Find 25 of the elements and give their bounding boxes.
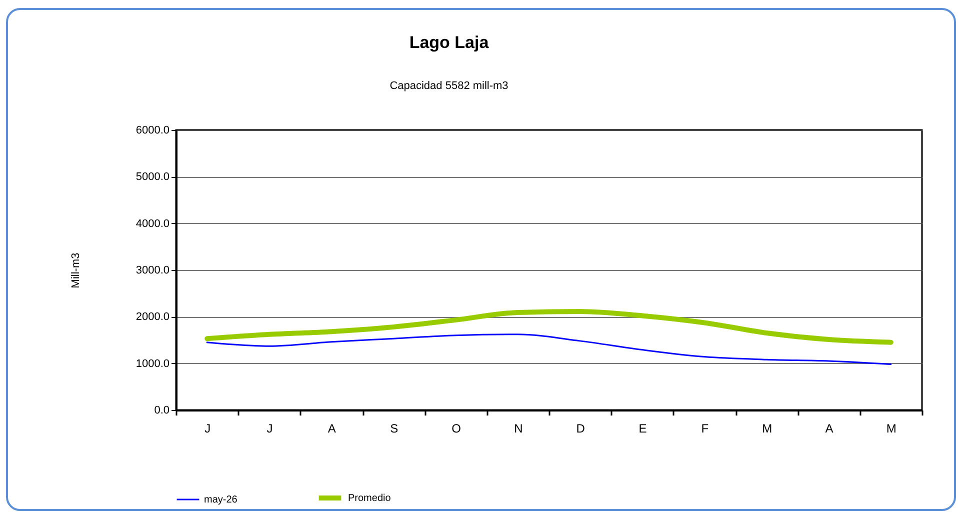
legend-label: Promedio	[348, 493, 392, 504]
y-tick-label: 4000.0	[136, 218, 170, 230]
y-tick-label: 2000.0	[136, 311, 170, 324]
x-tick-label: E	[638, 422, 647, 436]
x-tick-label: J	[266, 422, 273, 436]
y-tick-label: 1000.0	[136, 358, 170, 370]
x-tick-label: S	[390, 422, 398, 436]
y-tick-label: 3000.0	[136, 264, 170, 276]
x-tick-label: M	[762, 422, 772, 436]
y-tick-label: 0.0	[154, 404, 170, 416]
y-tick-label: 5000.0	[136, 171, 170, 184]
x-tick-label: J	[204, 422, 211, 436]
x-tick-label: A	[825, 422, 834, 436]
x-tick-label: N	[514, 422, 523, 436]
chart-subtitle: Capacidad 5582 mill-m3	[390, 80, 508, 92]
x-tick-label: F	[701, 422, 709, 436]
x-tick-label: A	[328, 422, 336, 436]
y-axis-title: Mill-m3	[70, 252, 82, 288]
x-tick-label: O	[452, 422, 461, 436]
y-tick-label: 6000.0	[136, 124, 170, 136]
x-tick-label: M	[886, 422, 896, 436]
line-series	[206, 334, 892, 366]
chart-title: Lago Laja	[409, 33, 490, 52]
legend-label: may-26	[204, 494, 238, 506]
x-tick-label: D	[576, 422, 586, 436]
